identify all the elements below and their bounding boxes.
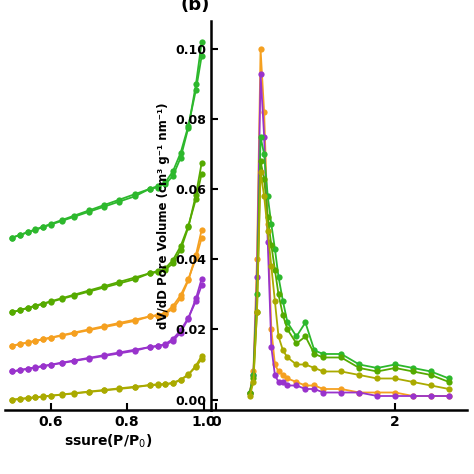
- X-axis label: ssure(P/P$_0$): ssure(P/P$_0$): [64, 433, 152, 450]
- Text: (b): (b): [181, 0, 210, 14]
- Y-axis label: dV/dD Pore Volume (cm³ g⁻¹ nm⁻¹): dV/dD Pore Volume (cm³ g⁻¹ nm⁻¹): [157, 102, 170, 329]
